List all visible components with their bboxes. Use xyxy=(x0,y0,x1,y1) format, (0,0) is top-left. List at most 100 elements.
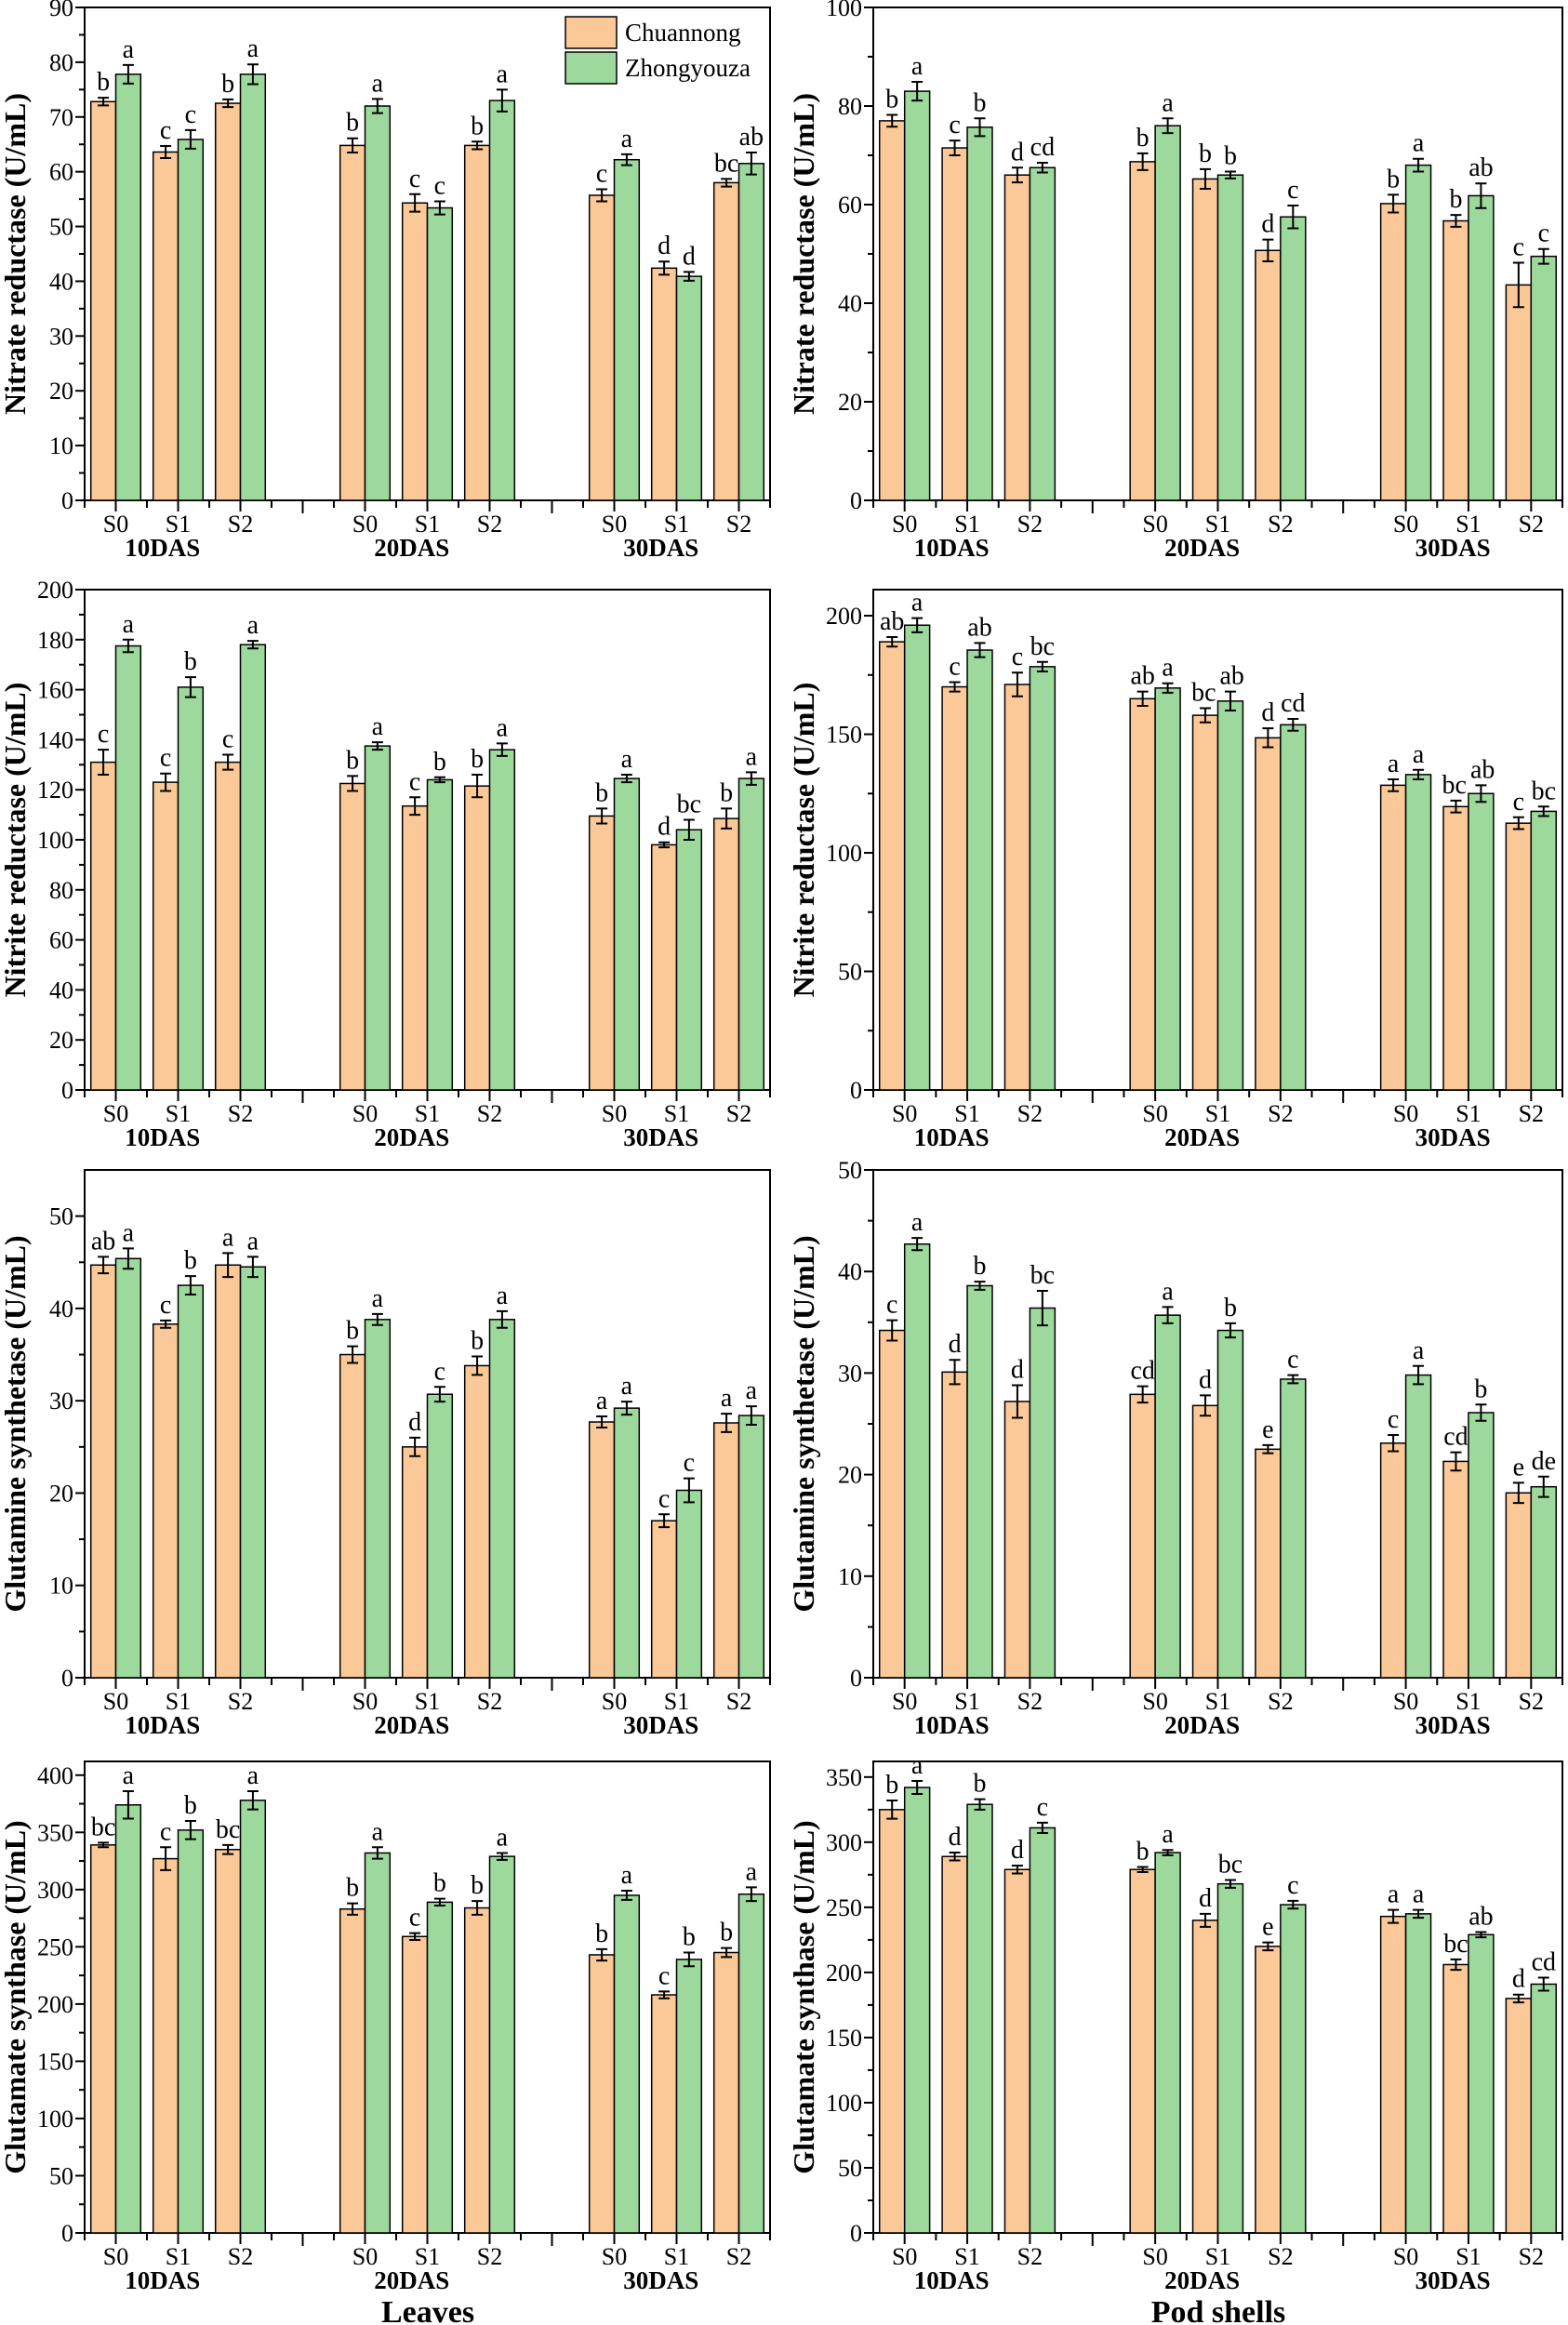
error-bar xyxy=(721,178,733,188)
x-tick-label: S0 xyxy=(1142,1100,1167,1127)
bar-chuannong xyxy=(1191,1404,1219,1679)
x-tick-label: S1 xyxy=(664,1100,689,1127)
error-bar xyxy=(1200,707,1212,724)
x-tick-label: S2 xyxy=(726,511,751,538)
y-tick-label: 20 xyxy=(49,1480,73,1507)
bar-zhongyouza xyxy=(488,100,516,501)
error-bar xyxy=(371,98,383,114)
x-tick-label: S1 xyxy=(954,1688,979,1715)
x-tick-label: S0 xyxy=(352,1100,378,1127)
significance-letter: e xyxy=(1262,1415,1273,1444)
bar-chuannong xyxy=(941,1855,968,2234)
bar-chuannong xyxy=(650,1520,678,1679)
bar-zhongyouza xyxy=(114,73,142,501)
significance-letter: a xyxy=(1162,654,1174,683)
x-group-label: 30DAS xyxy=(623,534,698,562)
significance-letter: a xyxy=(1413,1880,1425,1909)
error-bar xyxy=(1388,1908,1400,1924)
y-tick-label: 0 xyxy=(850,487,862,514)
error-bar xyxy=(98,1841,110,1849)
bar-zhongyouza xyxy=(364,1319,392,1679)
significance-letter: b xyxy=(1474,1375,1487,1403)
error-bar xyxy=(1512,1993,1524,2004)
x-tick-label: S2 xyxy=(1268,511,1293,538)
significance-letter: bc xyxy=(1442,771,1467,800)
significance-letter: a xyxy=(1413,129,1425,158)
significance-letter: b xyxy=(471,1871,484,1900)
x-tick-label: S1 xyxy=(1205,2243,1230,2270)
x-tick-label: S0 xyxy=(352,2243,378,2270)
y-tick-label: 60 xyxy=(49,159,73,186)
x-tick-label: S1 xyxy=(954,1100,979,1127)
significance-letter: d xyxy=(1011,1356,1024,1385)
y-tick-label: 60 xyxy=(838,192,862,219)
bar-chuannong xyxy=(588,1954,616,2234)
y-tick-label: 70 xyxy=(49,104,73,131)
significance-letter: a xyxy=(372,1284,384,1313)
significance-letter: b xyxy=(184,1791,197,1820)
x-tick-label: S0 xyxy=(1142,2243,1167,2270)
error-bar xyxy=(347,775,359,792)
significance-letter: a xyxy=(247,34,259,63)
y-tick-label: 20 xyxy=(838,1462,862,1489)
y-tick-label: 50 xyxy=(49,2162,73,2189)
significance-letter: c xyxy=(1037,1793,1048,1822)
y-tick-label: 30 xyxy=(838,1360,862,1387)
significance-letter: a xyxy=(746,1857,758,1886)
x-tick-label: S1 xyxy=(415,1688,440,1715)
significance-letter: c xyxy=(185,100,196,129)
error-bar xyxy=(1011,671,1023,698)
bar-zhongyouza xyxy=(364,105,392,501)
y-tick-label: 80 xyxy=(49,49,73,76)
x-tick-label: S2 xyxy=(477,511,502,538)
bar-zhongyouza xyxy=(239,1800,267,2234)
bar-zhongyouza xyxy=(675,829,703,1091)
error-bar xyxy=(246,63,259,86)
bar-zhongyouza xyxy=(675,1489,703,1679)
bar-chuannong xyxy=(463,144,491,501)
error-bar xyxy=(433,1386,445,1403)
significance-letter: bc xyxy=(91,1813,115,1841)
significance-letter: cd xyxy=(1130,1357,1154,1386)
error-bar xyxy=(184,676,196,698)
significance-letter: c xyxy=(684,1449,695,1478)
error-bar xyxy=(246,1256,259,1279)
bar-chuannong xyxy=(941,685,968,1091)
significance-letter: a xyxy=(123,35,135,64)
error-bar xyxy=(371,1312,383,1326)
bar-zhongyouza xyxy=(1216,1329,1244,1679)
error-bar xyxy=(658,1513,671,1529)
significance-letter: b xyxy=(1199,140,1212,168)
significance-letter: b xyxy=(595,778,608,807)
error-bar xyxy=(1413,157,1425,173)
error-bar xyxy=(974,1281,986,1291)
error-bar xyxy=(496,1309,508,1329)
bar-zhongyouza xyxy=(114,644,142,1091)
y-tick-label: 90 xyxy=(49,0,73,21)
bar-zhongyouza xyxy=(1029,1827,1056,2234)
error-bar xyxy=(246,1790,259,1811)
error-bar xyxy=(496,742,508,757)
bar-zhongyouza xyxy=(1154,1314,1181,1679)
error-bar xyxy=(1162,1849,1174,1856)
bar-zhongyouza xyxy=(966,649,993,1091)
x-tick-label: S1 xyxy=(415,2243,440,2270)
y-axis-title: Glutamine synthetase (U/mL) xyxy=(0,1235,32,1612)
bar-chuannong xyxy=(152,781,179,1091)
y-tick-label: 400 xyxy=(37,1762,73,1789)
bar-zhongyouza xyxy=(613,1407,641,1679)
y-tick-label: 350 xyxy=(37,1819,73,1846)
significance-letter: a xyxy=(911,589,924,618)
error-bar xyxy=(1512,1481,1524,1505)
bar-chuannong xyxy=(89,1844,117,2234)
bar-zhongyouza xyxy=(426,206,454,501)
legend-swatch-chuannong xyxy=(565,16,618,49)
bar-zhongyouza xyxy=(426,778,454,1091)
bar-chuannong xyxy=(941,147,968,501)
error-bar xyxy=(160,772,172,792)
bar-chuannong xyxy=(1379,784,1407,1091)
significance-letter: a xyxy=(222,1223,234,1252)
bar-zhongyouza xyxy=(737,777,765,1091)
significance-letter: c xyxy=(949,652,960,681)
significance-letter: c xyxy=(160,1817,171,1846)
